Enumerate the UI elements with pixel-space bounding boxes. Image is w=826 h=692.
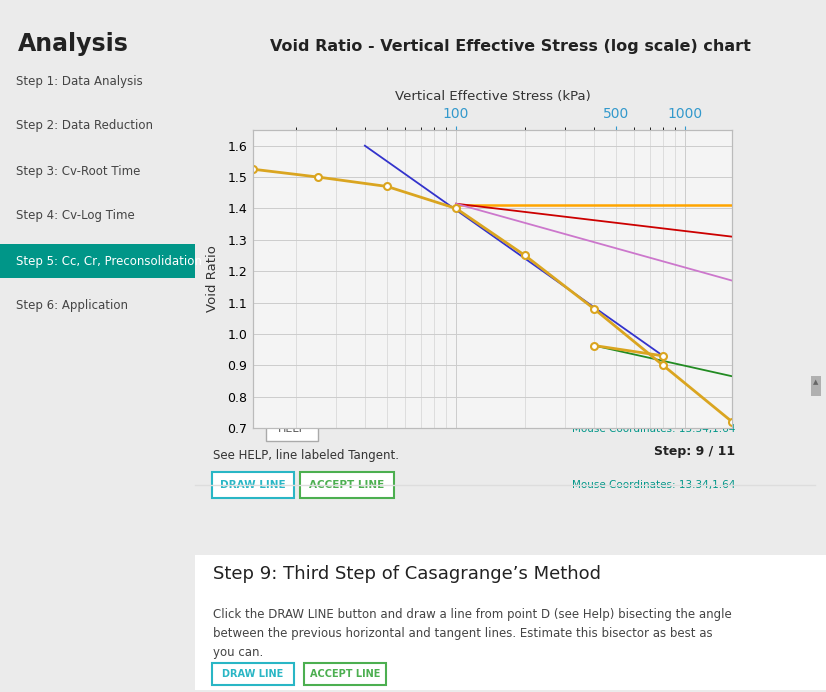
Y-axis label: Void Ratio: Void Ratio <box>206 246 219 312</box>
Text: DRAW LINE: DRAW LINE <box>222 669 283 679</box>
Text: Step 6: Application: Step 6: Application <box>16 300 128 313</box>
Text: Void Ratio - Vertical Effective Stress (log scale) chart: Void Ratio - Vertical Effective Stress (… <box>269 39 751 55</box>
Text: DRAW LINE: DRAW LINE <box>221 480 286 490</box>
Text: Analysis: Analysis <box>18 32 129 56</box>
Text: Mouse Coordinates: 13.34,1.64: Mouse Coordinates: 13.34,1.64 <box>572 480 735 490</box>
Text: HELP: HELP <box>278 424 306 434</box>
Text: Step 1: Data Analysis: Step 1: Data Analysis <box>16 75 143 87</box>
Text: Step 4: Cv-Log Time: Step 4: Cv-Log Time <box>16 210 135 223</box>
Text: Step 2: Data Reduction: Step 2: Data Reduction <box>16 120 153 132</box>
FancyBboxPatch shape <box>304 663 386 685</box>
Text: Step: 9 / 11: Step: 9 / 11 <box>654 445 735 458</box>
Text: ACCEPT LINE: ACCEPT LINE <box>310 480 385 490</box>
Text: Step 5: Cc, Cr, Preconsolidation: Step 5: Cc, Cr, Preconsolidation <box>16 255 202 268</box>
Bar <box>195 555 826 690</box>
FancyBboxPatch shape <box>212 472 294 498</box>
FancyBboxPatch shape <box>300 472 394 498</box>
Text: ACCEPT LINE: ACCEPT LINE <box>310 669 380 679</box>
Text: See HELP, line labeled Tangent.: See HELP, line labeled Tangent. <box>213 449 399 462</box>
Bar <box>0 244 195 278</box>
Text: ▲: ▲ <box>814 379 819 385</box>
X-axis label: Vertical Effective Stress (kPa): Vertical Effective Stress (kPa) <box>395 90 591 103</box>
FancyBboxPatch shape <box>212 663 294 685</box>
Bar <box>811 376 821 396</box>
Text: Step 9: Third Step of Casagrange’s Method: Step 9: Third Step of Casagrange’s Metho… <box>213 565 601 583</box>
Text: Click the DRAW LINE button and draw a line from point D (see Help) bisecting the: Click the DRAW LINE button and draw a li… <box>213 608 732 659</box>
FancyBboxPatch shape <box>266 417 318 441</box>
Text: Mouse Coordinates: 13.34,1.64: Mouse Coordinates: 13.34,1.64 <box>572 424 735 434</box>
Text: Step 3: Cv-Root Time: Step 3: Cv-Root Time <box>16 165 140 178</box>
